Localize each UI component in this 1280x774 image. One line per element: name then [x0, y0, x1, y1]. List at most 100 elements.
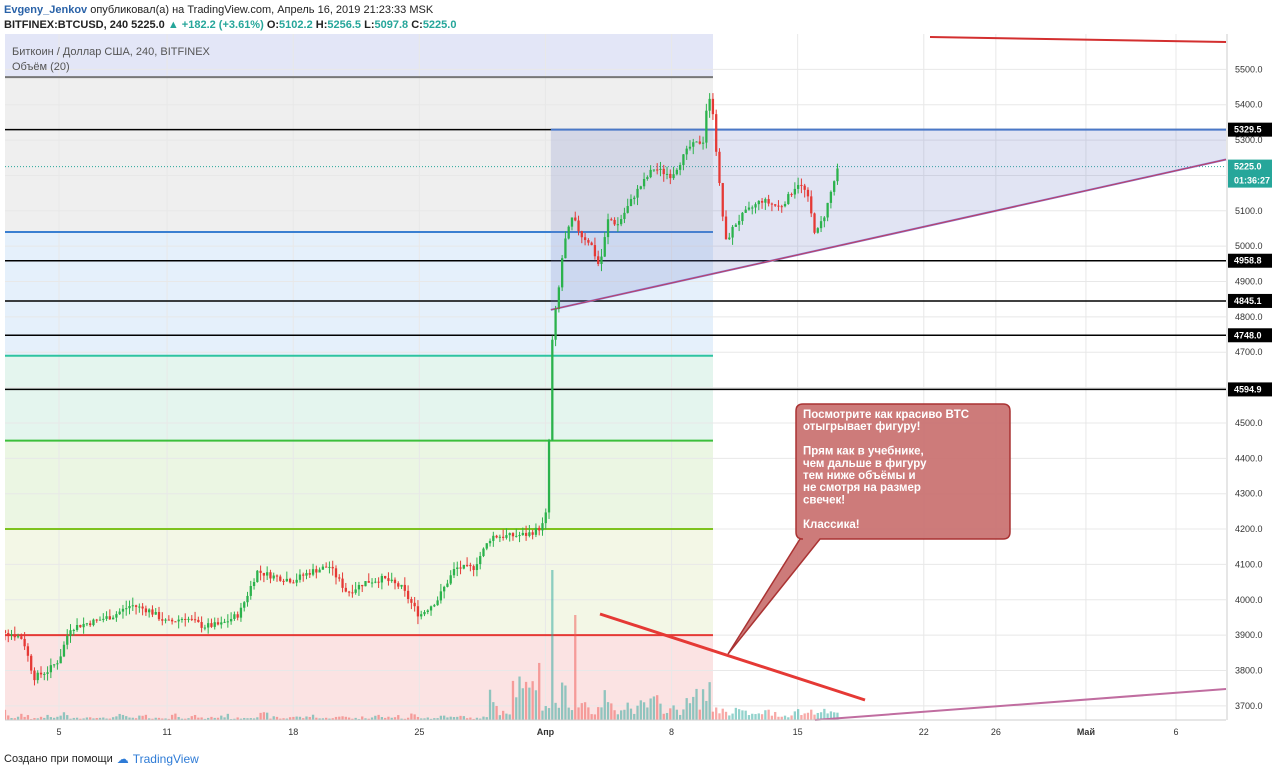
candle — [266, 572, 269, 576]
volume-bar — [220, 715, 223, 720]
volume-bar — [138, 715, 141, 720]
price-tick: 4200.0 — [1235, 524, 1263, 534]
volume-bar — [69, 718, 72, 720]
candle — [134, 605, 138, 607]
triangle-bottom-red — [550, 159, 1227, 311]
candle — [505, 535, 508, 538]
candle — [574, 217, 577, 221]
price-label-bg — [1228, 253, 1272, 268]
candle — [816, 228, 819, 233]
volume-bar — [108, 718, 111, 720]
candle — [325, 566, 328, 568]
volume-bar — [252, 718, 256, 720]
candle — [813, 213, 816, 233]
candle — [79, 625, 82, 628]
price-label: 4594.9 — [1234, 384, 1262, 394]
price-axis[interactable]: 3700.0 3800.0 3900.0 4000.0 4100.0 4200.0 4300… — [1226, 34, 1263, 720]
candle — [82, 623, 85, 628]
candle — [652, 169, 656, 171]
volume-bar — [377, 714, 380, 720]
volume-bar — [118, 713, 121, 720]
candle — [475, 564, 479, 571]
volume-bar — [597, 707, 600, 720]
volume-bar — [331, 718, 334, 720]
candle — [564, 238, 567, 259]
volume-bar — [243, 717, 246, 720]
volume-bar — [318, 718, 321, 720]
callout-bubble — [727, 403, 1011, 655]
volume-bar — [436, 718, 439, 720]
volume-bar — [95, 718, 98, 720]
volume-bar — [528, 687, 531, 720]
candle — [151, 609, 154, 615]
price-tick: 4800.0 — [1235, 312, 1263, 322]
volume-bar — [105, 718, 108, 720]
trend-line-top — [929, 36, 1227, 43]
price-tick: 4000.0 — [1235, 595, 1263, 605]
candle — [492, 535, 495, 541]
volume-bar — [275, 716, 279, 720]
candle — [190, 618, 193, 620]
zone-1 — [5, 77, 713, 233]
candle — [252, 582, 256, 587]
time-axis[interactable]: 5 11 18 25 Апр 8 15 22 26 Май 6 — [5, 719, 1226, 737]
volume-bar — [79, 718, 82, 720]
callout-text: чем дальше в фигуру — [803, 458, 927, 470]
volume-bar — [141, 715, 144, 720]
tradingview-brand[interactable]: TradingView — [132, 752, 199, 766]
volume-bar — [806, 712, 810, 720]
time-tick: 25 — [414, 727, 424, 737]
volume-bar — [524, 681, 528, 720]
candle — [180, 618, 184, 620]
last-price: 5225.0 — [131, 19, 165, 31]
volume-bar — [49, 717, 52, 720]
volume-bar — [239, 718, 243, 720]
price-chart[interactable]: Биткоин / Доллар США, 240, BITFINEX Объё… — [0, 34, 1280, 748]
candle — [288, 578, 292, 583]
candle — [439, 591, 443, 601]
volume-bar — [485, 717, 488, 720]
volume-bar — [488, 689, 492, 720]
candle — [98, 619, 102, 621]
candle — [639, 186, 642, 189]
candle — [121, 608, 125, 612]
candle — [148, 609, 151, 613]
countdown-label: 01:36:27 — [1234, 176, 1270, 186]
volume-bar — [187, 718, 190, 720]
trend-lines[interactable] — [550, 36, 1227, 721]
candle — [341, 578, 344, 588]
volume-bar — [203, 718, 207, 720]
price-tick: 4500.0 — [1235, 418, 1263, 428]
volume-bar — [760, 714, 764, 720]
candle — [154, 612, 157, 615]
candle — [49, 665, 52, 673]
candle — [711, 98, 715, 115]
volume-bar — [721, 708, 724, 720]
volume-bar — [587, 707, 590, 720]
volume-bar — [823, 708, 826, 720]
candle — [384, 575, 387, 579]
horizontal-levels[interactable] — [5, 76, 1226, 637]
volume-bar — [629, 708, 633, 720]
candle — [111, 617, 115, 620]
candle — [744, 209, 747, 213]
volume-bar — [774, 711, 777, 720]
candle — [619, 219, 623, 225]
triangle-pattern[interactable] — [550, 128, 1227, 311]
author-link[interactable]: Evgeny_Jenkov — [4, 4, 88, 16]
volume-bar — [403, 718, 406, 720]
candle — [141, 606, 144, 609]
volume-bar — [429, 718, 433, 720]
candle — [282, 580, 285, 582]
candle — [538, 527, 541, 531]
candle — [613, 219, 616, 225]
candle — [534, 527, 538, 535]
candle — [560, 258, 564, 288]
candle — [229, 618, 233, 622]
close-label: C: — [411, 19, 423, 31]
candle — [777, 205, 780, 207]
candle — [544, 512, 547, 524]
footer: Создано при помощи ☁ TradingView — [4, 752, 199, 766]
price-tick: 3700.0 — [1235, 701, 1263, 711]
